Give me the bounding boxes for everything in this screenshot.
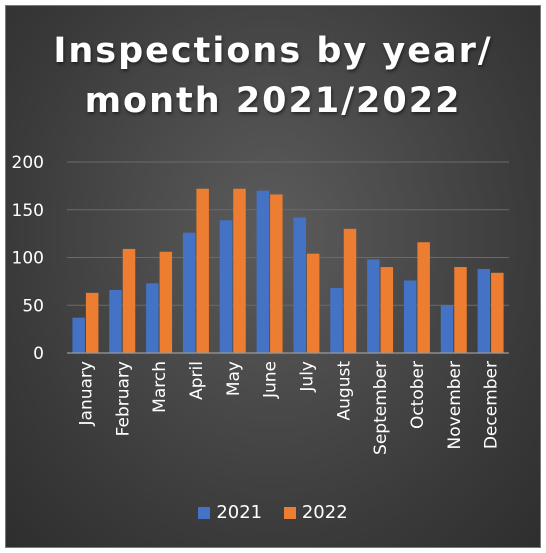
bar-2021-january (72, 318, 85, 353)
legend-swatch-2021 (198, 507, 210, 519)
y-tick-label-200: 200 (12, 153, 44, 173)
y-tick-label-150: 150 (12, 201, 44, 221)
bar-2022-march (160, 252, 173, 353)
x-tick-label-november: November (445, 361, 465, 449)
legend-label-2022: 2022 (302, 502, 348, 523)
bar-2022-december (491, 273, 504, 353)
x-tick-label-january: January (76, 361, 96, 426)
bar-2022-october (417, 242, 430, 353)
y-tick-label-0: 0 (33, 344, 44, 364)
bar-2021-november (441, 305, 454, 353)
x-tick-label-april: April (187, 361, 207, 400)
bar-2021-june (257, 191, 270, 353)
bar-2022-november (454, 267, 467, 353)
x-tick-label-february: February (113, 361, 133, 436)
x-tick-label-july: July (297, 361, 317, 393)
bar-2021-april (183, 233, 196, 353)
legend: 2021 2022 (0, 502, 546, 524)
bar-2021-february (109, 290, 122, 353)
legend-item-2021: 2021 (198, 502, 262, 523)
bar-2022-april (196, 189, 209, 353)
bar-2022-january (86, 293, 99, 353)
bar-2021-may (220, 220, 233, 353)
bar-2022-may (233, 189, 246, 353)
x-tick-label-september: September (371, 361, 391, 455)
bar-2022-june (270, 194, 283, 353)
bar-2021-september (367, 259, 380, 353)
bar-2021-october (404, 280, 417, 353)
legend-label-2021: 2021 (216, 502, 262, 523)
bar-2021-july (293, 217, 306, 353)
bar-2022-august (344, 229, 357, 353)
x-tick-label-august: August (334, 361, 354, 421)
legend-item-2022: 2022 (284, 502, 348, 523)
bar-2021-august (330, 288, 343, 353)
y-tick-label-50: 50 (22, 296, 44, 316)
x-tick-label-june: June (261, 361, 281, 399)
x-tick-label-december: December (482, 361, 502, 449)
y-tick-label-100: 100 (12, 249, 44, 269)
legend-swatch-2022 (284, 507, 296, 519)
bar-2021-march (146, 283, 159, 353)
x-tick-label-may: May (224, 361, 244, 396)
x-tick-label-october: October (408, 361, 428, 429)
bar-2022-february (123, 249, 136, 353)
bar-2021-december (478, 269, 491, 353)
bar-2022-september (381, 267, 394, 353)
bar-2022-july (307, 254, 320, 353)
x-tick-label-march: March (150, 361, 170, 413)
